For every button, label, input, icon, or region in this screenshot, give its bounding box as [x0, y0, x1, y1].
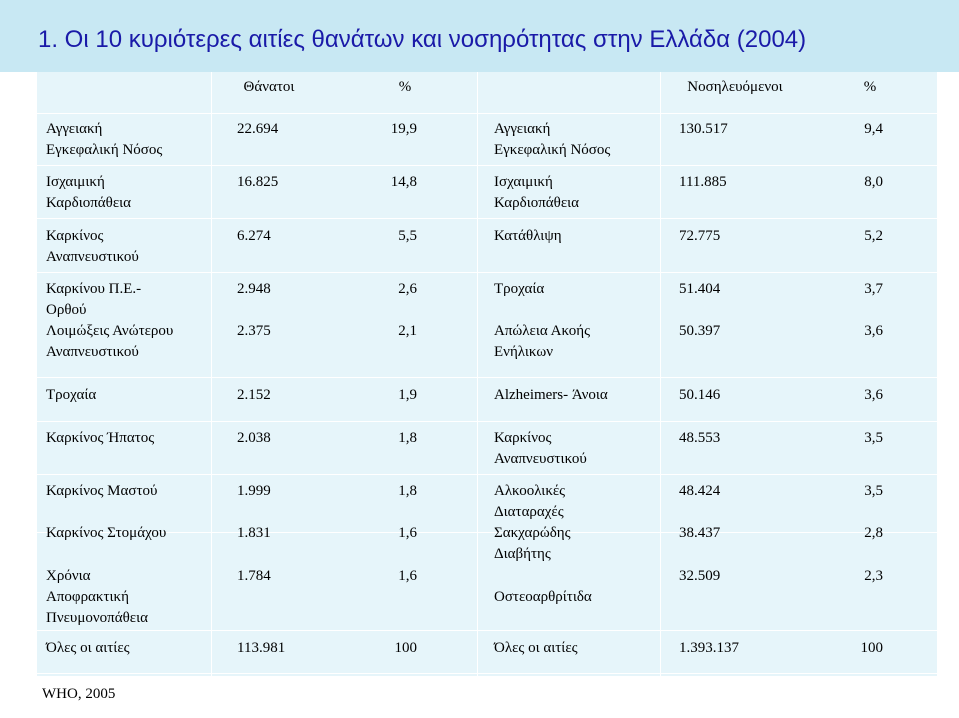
deaths-pct-cell: 100: [394, 640, 418, 656]
deaths-cell: 1.999: [237, 483, 271, 499]
hospitalized-pct-cell: 5,2: [864, 228, 883, 244]
deaths-cell: 1.831: [237, 525, 271, 541]
hospitalized-cause-cell: Οστεοαρθρίτιδα: [494, 589, 592, 605]
hospitalized-pct-cell: 3,5: [864, 483, 883, 499]
hospitalized-cause-cell: Alzheimers- Άνοια: [494, 387, 608, 403]
deaths-pct-cell: 2,1: [398, 323, 417, 339]
column-divider: [660, 72, 661, 676]
deaths-cell: 2.152: [237, 387, 271, 403]
page-title: 1. Οι 10 κυριότερες αιτίες θανάτων και ν…: [0, 0, 959, 72]
deaths-cell: 2.375: [237, 323, 271, 339]
hospitalized-cell: 48.424: [679, 483, 721, 499]
hospitalized-cell: 50.146: [679, 387, 721, 403]
death-cause-cell: Λοιμώξεις Ανώτερου Αναπνευστικού: [46, 323, 174, 360]
hospitalized-cause-cell: Απώλεια Ακοής Ενήλικων: [494, 323, 591, 360]
hospitalized-cell: 38.437: [679, 525, 721, 541]
deaths-cell: 22.694: [237, 121, 279, 137]
source-note: WHO, 2005: [42, 686, 116, 702]
row-divider: [36, 377, 938, 378]
hospitalized-pct-cell: 2,3: [864, 568, 883, 584]
death-cause-cell: Χρόνια Αποφρακτική Πνευμονοπάθεια: [46, 568, 148, 626]
death-cause-cell: Καρκίνος Ήπατος: [46, 430, 155, 446]
hospitalized-cause-cell: Όλες οι αιτίες: [494, 640, 578, 656]
deaths-cell: 2.038: [237, 430, 271, 446]
hospitalized-pct-cell: 2,8: [864, 525, 883, 541]
hospitalized-pct-cell: 3,7: [864, 281, 883, 297]
deaths-cell: 113.981: [237, 640, 286, 656]
hospitalized-cell: 48.553: [679, 430, 721, 446]
header-hospitalized: Νοσηλευόμενοι: [687, 79, 783, 95]
deaths-pct-cell: 1,8: [398, 430, 417, 446]
header-hospitalized-pct: %: [863, 79, 877, 95]
hospitalized-cell: 130.517: [679, 121, 728, 137]
row-divider: [36, 532, 938, 533]
hospitalized-pct-cell: 8,0: [864, 174, 883, 190]
deaths-cell: 6.274: [237, 228, 271, 244]
deaths-pct-cell: 1,6: [398, 525, 417, 541]
hospitalized-pct-cell: 3,6: [864, 323, 883, 339]
deaths-pct-cell: 2,6: [398, 281, 417, 297]
deaths-pct-cell: 1,8: [398, 483, 417, 499]
row-divider: [36, 474, 938, 475]
hospitalized-cell: 72.775: [679, 228, 721, 244]
hospitalized-pct-cell: 3,5: [864, 430, 883, 446]
header-deaths: Θάνατοι: [243, 79, 295, 95]
deaths-pct-cell: 5,5: [398, 228, 417, 244]
death-cause-cell: Καρκίνου Π.Ε.- Ορθού: [46, 281, 142, 318]
deaths-cell: 1.784: [237, 568, 271, 584]
death-cause-cell: Όλες οι αιτίες: [46, 640, 130, 656]
death-cause-cell: Καρκίνος Αναπνευστικού: [46, 228, 139, 265]
hospitalized-cell: 50.397: [679, 323, 721, 339]
row-divider: [36, 165, 938, 166]
hospitalized-pct-cell: 9,4: [864, 121, 883, 137]
hospitalized-cell: 32.509: [679, 568, 721, 584]
hospitalized-pct-cell: 3,6: [864, 387, 883, 403]
row-divider: [36, 421, 938, 422]
hospitalized-cause-cell: Ισχαιμική Καρδιοπάθεια: [494, 174, 580, 211]
death-cause-cell: Τροχαία: [46, 387, 97, 403]
column-divider: [477, 72, 478, 676]
death-cause-cell: Ισχαιμική Καρδιοπάθεια: [46, 174, 132, 211]
hospitalized-cell: 51.404: [679, 281, 721, 297]
column-divider: [211, 72, 212, 676]
header-deaths-pct: %: [398, 79, 412, 95]
hospitalized-cause-cell: Αγγειακή Εγκεφαλική Νόσος: [494, 121, 611, 158]
death-cause-cell: Καρκίνος Στομάχου: [46, 525, 167, 541]
death-cause-cell: Καρκίνος Μαστού: [46, 483, 158, 499]
row-divider: [36, 113, 938, 114]
row-divider: [36, 630, 938, 631]
hospitalized-cause-cell: Κατάθλιψη: [494, 228, 562, 244]
hospitalized-cell: 1.393.137: [679, 640, 739, 656]
hospitalized-cause-cell: Τροχαία: [494, 281, 545, 297]
deaths-cell: 2.948: [237, 281, 271, 297]
deaths-pct-cell: 14,8: [390, 174, 417, 190]
hospitalized-cell: 111.885: [679, 174, 727, 190]
deaths-pct-cell: 1,9: [398, 387, 417, 403]
deaths-cell: 16.825: [237, 174, 279, 190]
hospitalized-cause-cell: Σακχαρώδης Διαβήτης: [494, 525, 571, 562]
row-divider: [36, 218, 938, 219]
deaths-pct-cell: 1,6: [398, 568, 417, 584]
death-cause-cell: Αγγειακή Εγκεφαλική Νόσος: [46, 121, 163, 158]
hospitalized-pct-cell: 100: [860, 640, 884, 656]
causes-table: [36, 72, 938, 676]
row-divider: [36, 673, 938, 674]
row-divider: [36, 272, 938, 273]
hospitalized-cause-cell: Αλκοολικές Διαταραχές: [494, 483, 566, 520]
deaths-pct-cell: 19,9: [390, 121, 417, 137]
hospitalized-cause-cell: Καρκίνος Αναπνευστικού: [494, 430, 587, 467]
